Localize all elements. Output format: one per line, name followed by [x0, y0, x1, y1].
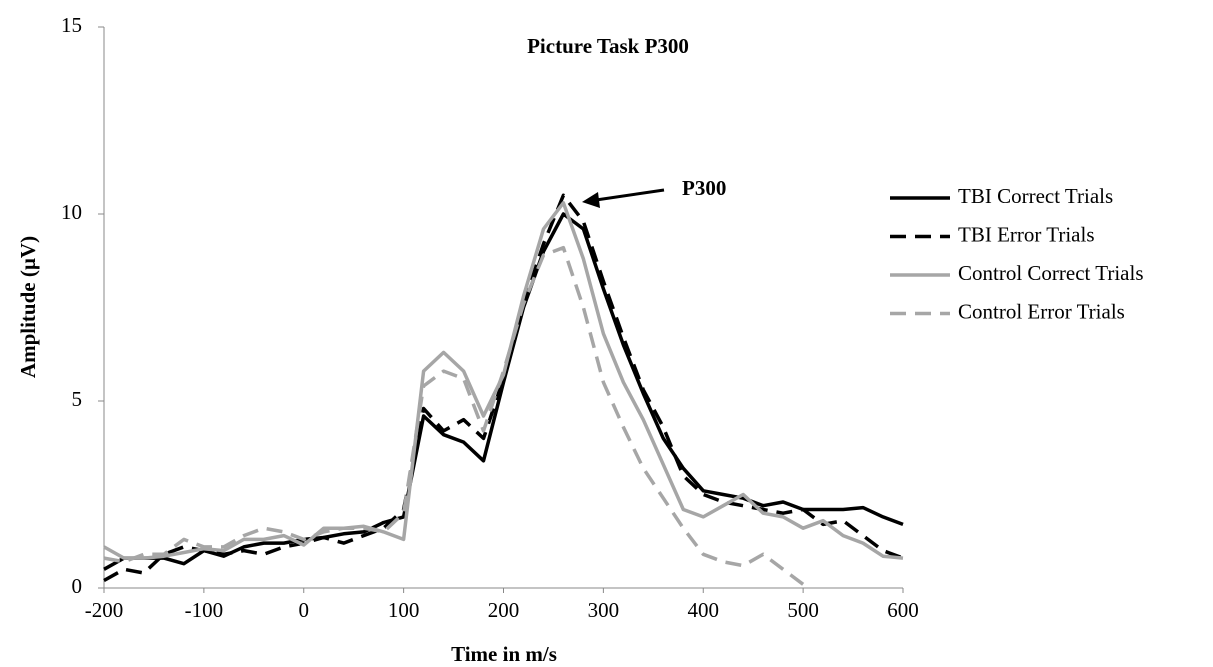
legend-label: TBI Error Trials — [958, 222, 1095, 246]
x-tick-label: 300 — [588, 598, 620, 622]
x-tick-label: -200 — [85, 598, 124, 622]
chart-title: Picture Task P300 — [527, 34, 689, 58]
x-tick-label: 500 — [787, 598, 819, 622]
series-line — [103, 212, 904, 571]
y-tick-label: 0 — [72, 574, 83, 598]
y-tick-label: 15 — [61, 13, 82, 37]
x-tick-label: 0 — [299, 598, 310, 622]
x-tick-label: 600 — [887, 598, 919, 622]
x-tick-label: -100 — [185, 598, 224, 622]
annotation-arrow — [595, 188, 665, 202]
x-axis-label: Time in m/s — [451, 642, 557, 666]
legend-label: Control Error Trials — [958, 299, 1125, 323]
annotation: P300 — [682, 176, 726, 200]
legend-label: Control Correct Trials — [958, 261, 1144, 285]
x-tick-label: 400 — [688, 598, 720, 622]
x-tick-label: 200 — [488, 598, 520, 622]
y-tick-label: 5 — [72, 387, 83, 411]
y-tick-label: 10 — [61, 200, 82, 224]
x-tick-label: 100 — [388, 598, 420, 622]
legend-label: TBI Correct Trials — [958, 184, 1113, 208]
series-line — [103, 245, 805, 586]
y-axis-label: Amplitude (µV) — [16, 236, 40, 378]
arrow-head — [582, 192, 600, 208]
